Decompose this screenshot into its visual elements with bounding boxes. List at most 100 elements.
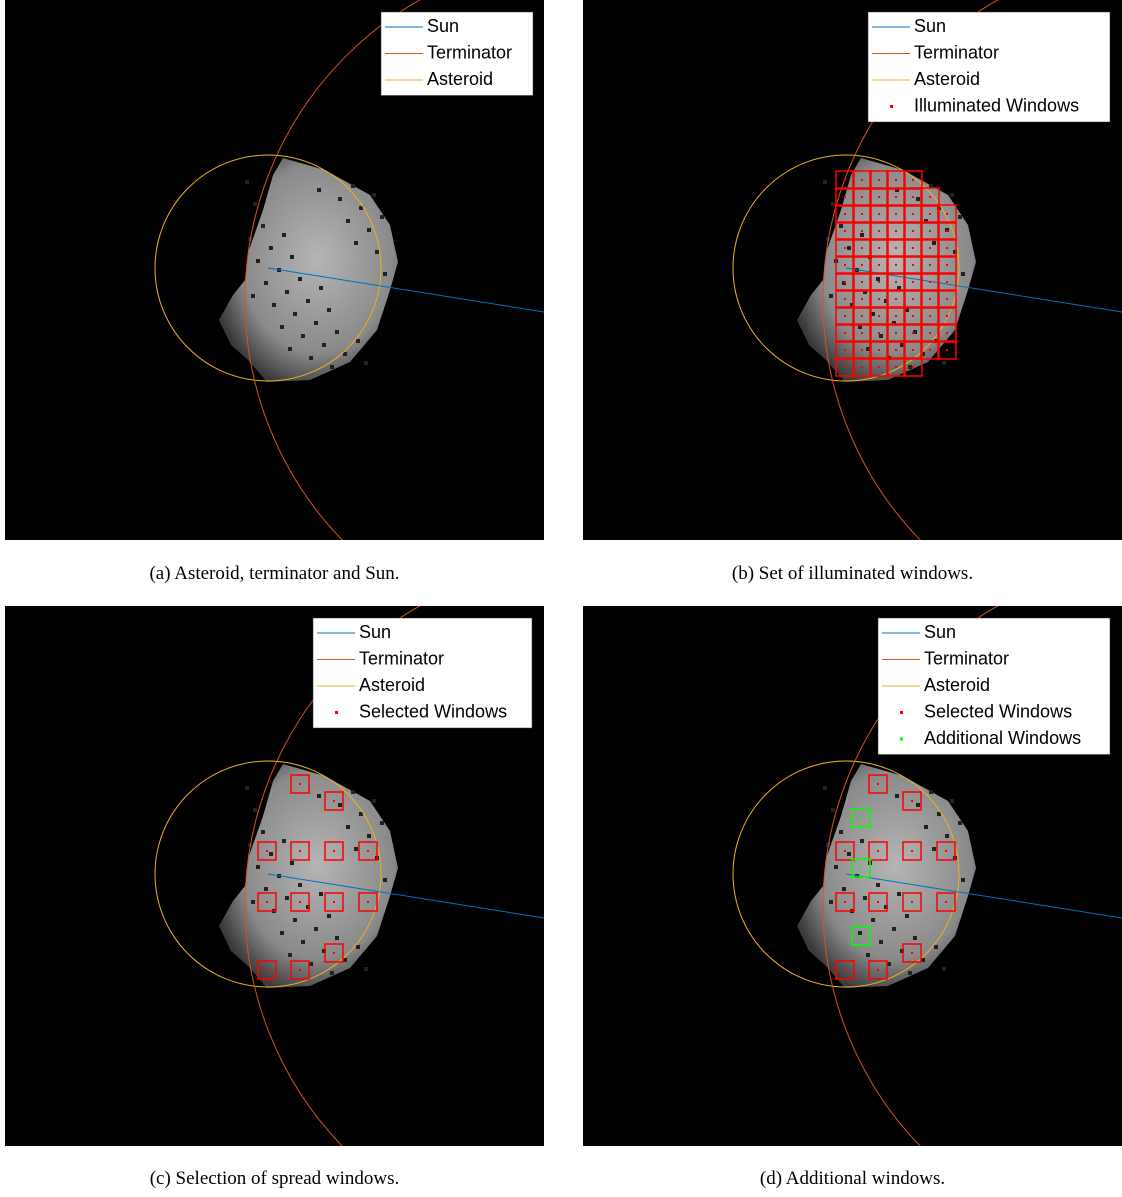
illuminated-window-center bbox=[878, 213, 880, 215]
illuminated-window-center bbox=[861, 213, 863, 215]
crater bbox=[280, 325, 284, 329]
illuminated-window-center bbox=[844, 298, 846, 300]
crater bbox=[364, 361, 368, 365]
selected-window-center bbox=[844, 969, 846, 971]
illuminated-window-center bbox=[878, 264, 880, 266]
illuminated-window-center bbox=[912, 264, 914, 266]
illuminated-window-center bbox=[895, 213, 897, 215]
illuminated-window-center bbox=[929, 196, 931, 198]
illuminated-window-center bbox=[912, 230, 914, 232]
crater bbox=[293, 312, 297, 316]
crater bbox=[905, 914, 909, 918]
crater bbox=[380, 821, 384, 825]
crater bbox=[253, 808, 257, 812]
crater bbox=[383, 272, 387, 276]
legend-dot bbox=[900, 738, 903, 741]
illuminated-window-center bbox=[946, 332, 948, 334]
illuminated-window-center bbox=[878, 281, 880, 283]
illuminated-window-center bbox=[861, 332, 863, 334]
illuminated-window-center bbox=[844, 366, 846, 368]
crater bbox=[264, 281, 268, 285]
crater bbox=[871, 918, 875, 922]
crater bbox=[847, 852, 851, 856]
crater bbox=[372, 799, 376, 803]
crater bbox=[892, 927, 896, 931]
crater bbox=[288, 347, 292, 351]
illuminated-window-center bbox=[895, 179, 897, 181]
illuminated-window-center bbox=[895, 230, 897, 232]
selected-window-center bbox=[877, 901, 879, 903]
page: SunTerminatorAsteroid SunTerminatorAster… bbox=[0, 0, 1122, 1197]
selected-window-center bbox=[877, 850, 879, 852]
legend-label: Asteroid bbox=[914, 69, 980, 89]
crater bbox=[847, 246, 851, 250]
caption: (d) Additional windows. bbox=[583, 1168, 1122, 1190]
illuminated-window-center bbox=[912, 213, 914, 215]
crater bbox=[916, 197, 920, 201]
illuminated-window-center bbox=[929, 281, 931, 283]
crater bbox=[879, 940, 883, 944]
crater bbox=[897, 892, 901, 896]
crater bbox=[924, 825, 928, 829]
selected-window-center bbox=[844, 901, 846, 903]
crater bbox=[280, 931, 284, 935]
selected-window-center bbox=[844, 850, 846, 852]
illuminated-window-center bbox=[844, 247, 846, 249]
illuminated-window-center bbox=[912, 247, 914, 249]
crater bbox=[288, 953, 292, 957]
illuminated-window-center bbox=[946, 230, 948, 232]
selected-window-center bbox=[266, 969, 268, 971]
crater bbox=[282, 839, 286, 843]
crater bbox=[913, 936, 917, 940]
selected-window-center bbox=[911, 952, 913, 954]
crater bbox=[829, 900, 833, 904]
illuminated-window-center bbox=[912, 281, 914, 283]
illuminated-window-center bbox=[878, 230, 880, 232]
selected-window-center bbox=[333, 800, 335, 802]
illuminated-window-center bbox=[844, 179, 846, 181]
crater bbox=[264, 887, 268, 891]
illuminated-window-center bbox=[912, 366, 914, 368]
illuminated-window-center bbox=[878, 179, 880, 181]
crater bbox=[256, 865, 260, 869]
crater bbox=[327, 914, 331, 918]
crater bbox=[322, 343, 326, 347]
selected-window-center bbox=[266, 850, 268, 852]
illuminated-window-center bbox=[878, 196, 880, 198]
panel-a: SunTerminatorAsteroid bbox=[5, 0, 544, 540]
legend-label: Sun bbox=[359, 622, 391, 642]
crater bbox=[354, 847, 358, 851]
selected-window-center bbox=[299, 850, 301, 852]
illuminated-window-center bbox=[912, 196, 914, 198]
illuminated-window-center bbox=[861, 247, 863, 249]
crater bbox=[829, 294, 833, 298]
illuminated-window-center bbox=[878, 298, 880, 300]
selected-window-center bbox=[333, 850, 335, 852]
illuminated-window-center bbox=[929, 298, 931, 300]
crater bbox=[338, 197, 342, 201]
selected-window-center bbox=[266, 901, 268, 903]
illuminated-window-center bbox=[946, 315, 948, 317]
crater bbox=[282, 233, 286, 237]
crater bbox=[842, 887, 846, 891]
crater bbox=[375, 250, 379, 254]
legend-label: Illuminated Windows bbox=[914, 95, 1079, 115]
selected-window-center bbox=[945, 901, 947, 903]
illuminated-window-center bbox=[929, 332, 931, 334]
crater bbox=[367, 228, 371, 232]
crater bbox=[261, 224, 265, 228]
illuminated-window-center bbox=[946, 349, 948, 351]
illuminated-window-center bbox=[912, 298, 914, 300]
illuminated-window-center bbox=[895, 315, 897, 317]
selected-window-center bbox=[367, 901, 369, 903]
crater bbox=[908, 365, 912, 369]
crater bbox=[290, 861, 294, 865]
crater bbox=[346, 825, 350, 829]
illuminated-window-center bbox=[912, 315, 914, 317]
crater bbox=[285, 896, 289, 900]
legend-label: Sun bbox=[427, 16, 459, 36]
caption: (b) Set of illuminated windows. bbox=[583, 563, 1122, 585]
crater bbox=[309, 356, 313, 360]
illuminated-window-center bbox=[895, 298, 897, 300]
